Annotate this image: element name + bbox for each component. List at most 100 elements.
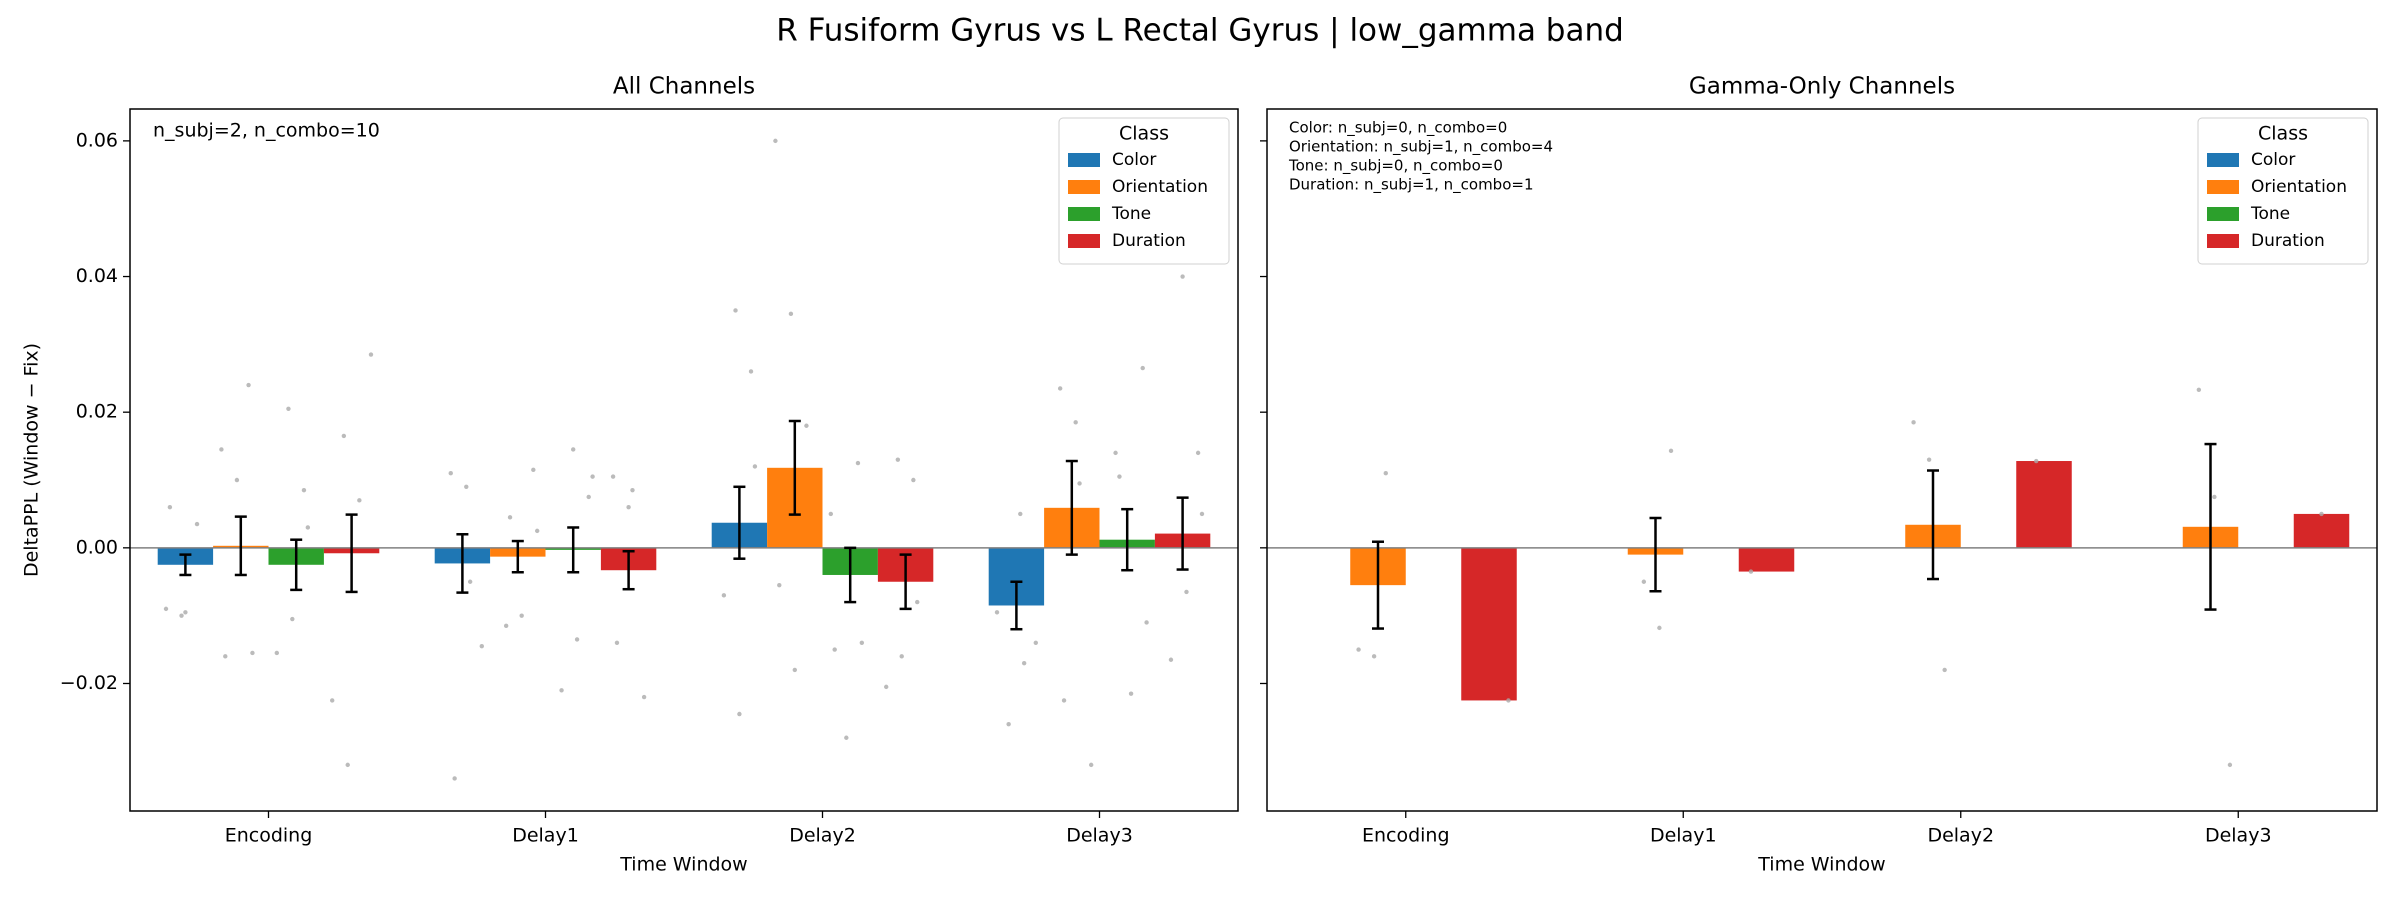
data-point	[859, 640, 865, 645]
x-tick-label: Delay2	[789, 825, 856, 847]
data-point	[464, 484, 469, 489]
data-point	[479, 643, 484, 649]
data-point	[1506, 698, 1511, 703]
bar	[1461, 547, 1517, 701]
data-point	[2319, 511, 2324, 517]
annotation: Color: n_subj=0, n_combo=0	[1289, 119, 1507, 138]
error-bar	[1176, 496, 1189, 571]
data-point	[1942, 667, 1947, 673]
error-bar	[899, 553, 912, 611]
error-bar	[345, 513, 358, 594]
error-bar	[456, 533, 469, 594]
figure-title: R Fusiform Gyrus vs L Rectal Gyrus | low…	[776, 13, 1624, 49]
data-point	[448, 471, 453, 476]
data-point	[748, 369, 754, 374]
data-point	[899, 654, 904, 659]
data-point	[884, 684, 889, 690]
data-point	[610, 474, 616, 479]
legend-label: Orientation	[1112, 177, 1208, 197]
x-axis-label: Time Window	[1757, 854, 1885, 876]
data-point	[503, 623, 509, 629]
bar	[2016, 461, 2072, 548]
data-point	[1195, 450, 1201, 456]
legend-swatch	[2207, 207, 2239, 221]
data-point	[250, 650, 255, 656]
data-point	[1371, 654, 1377, 659]
x-tick-label: Encoding	[1362, 825, 1450, 847]
data-point	[1061, 698, 1067, 703]
data-point	[832, 647, 837, 652]
data-point	[773, 138, 778, 144]
x-tick-label: Encoding	[225, 825, 313, 847]
data-point	[1088, 762, 1094, 768]
data-point	[1117, 474, 1122, 479]
error-bar	[511, 539, 524, 574]
data-point	[1113, 450, 1118, 456]
data-point	[357, 498, 362, 503]
data-point	[2212, 494, 2217, 500]
legend-label: Orientation	[2251, 177, 2347, 197]
data-point	[183, 610, 188, 615]
data-point	[721, 593, 727, 598]
x-tick-label: Delay3	[2205, 825, 2272, 847]
data-point	[301, 487, 307, 493]
subplot-title: All Channels	[613, 74, 755, 100]
legend-swatch	[2207, 153, 2239, 167]
data-point	[1356, 647, 1361, 652]
data-point	[804, 423, 809, 428]
error-bar	[1065, 459, 1078, 556]
x-tick-label: Delay1	[512, 825, 579, 847]
data-point	[341, 433, 347, 439]
error-bar	[290, 538, 303, 592]
error-bar	[179, 553, 192, 577]
x-tick-label: Delay1	[1650, 825, 1717, 847]
data-point	[571, 447, 576, 452]
data-point	[1911, 420, 1916, 425]
error-bar	[733, 485, 746, 560]
legend-swatch	[1068, 180, 1100, 194]
data-point	[855, 460, 861, 466]
data-point	[519, 613, 524, 618]
data-point	[167, 504, 173, 510]
data-point	[194, 521, 200, 527]
plot-frame	[129, 108, 1239, 812]
data-point	[507, 515, 513, 520]
data-point	[752, 464, 758, 469]
data-point	[286, 406, 291, 411]
error-bar	[1372, 540, 1384, 630]
data-point	[844, 735, 849, 740]
legend-label: Color	[2251, 150, 2295, 170]
data-point	[1657, 625, 1662, 631]
data-point	[788, 311, 794, 317]
data-point	[1748, 569, 1754, 574]
y-tick-label: 0.00	[76, 536, 118, 558]
data-point	[2196, 387, 2202, 392]
data-point	[590, 474, 595, 479]
data-point	[1668, 448, 1674, 454]
legend-label: Color	[1112, 150, 1156, 170]
legend-label: Duration	[1112, 231, 1186, 251]
data-point	[1077, 481, 1082, 486]
data-point	[2227, 762, 2233, 768]
x-axis-label: Time Window	[619, 854, 747, 876]
data-point	[915, 599, 920, 605]
error-bar	[1121, 507, 1134, 572]
data-point	[586, 494, 591, 500]
data-point	[531, 467, 536, 473]
error-bar	[622, 549, 635, 591]
error-bar	[788, 419, 801, 516]
data-point	[179, 613, 184, 618]
data-point	[737, 711, 742, 717]
data-point	[1021, 660, 1027, 666]
legend-swatch	[1068, 207, 1100, 221]
data-point	[368, 352, 374, 357]
data-point	[1033, 640, 1038, 645]
data-point	[895, 457, 901, 462]
data-point	[1140, 365, 1145, 371]
error-bar	[1927, 469, 1939, 581]
data-point	[792, 667, 797, 673]
legend-title: Class	[2258, 123, 2308, 145]
data-point	[246, 382, 251, 388]
plot-frame	[1266, 108, 2378, 812]
